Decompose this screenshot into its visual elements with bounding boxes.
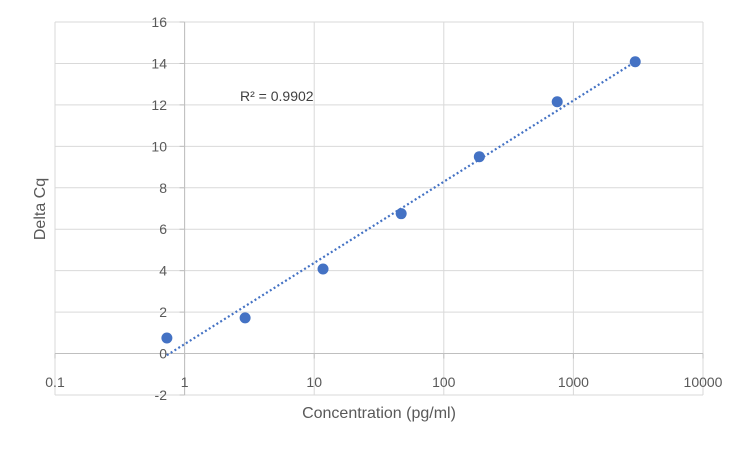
data-point [239, 312, 251, 324]
y-tick-label: 2 [159, 304, 167, 320]
data-point [395, 208, 407, 220]
data-point [629, 56, 641, 68]
gridlines [54, 21, 704, 396]
y-tick-labels: -2 0 2 4 6 8 10 12 14 16 [151, 14, 167, 403]
y-tick-label: 14 [151, 55, 167, 71]
x-tick-label: 0.1 [45, 374, 65, 390]
y-tick-label: -2 [155, 387, 168, 403]
data-points [161, 56, 641, 344]
x-tick-label: 100 [432, 374, 456, 390]
r-squared-annotation: R² = 0.9902 [240, 88, 314, 104]
y-tick-label: 16 [151, 14, 167, 30]
y-tick-label: 4 [159, 263, 167, 279]
x-tick-label: 1000 [558, 374, 589, 390]
y-axis-title: Delta Cq [32, 178, 49, 240]
y-tick-label: 10 [151, 138, 167, 154]
axes [54, 21, 704, 396]
x-tick-label: 10 [306, 374, 322, 390]
y-tick-label: 8 [159, 180, 167, 196]
y-tick-label: 0 [159, 346, 167, 362]
x-tick-label: 1 [181, 374, 189, 390]
data-point [317, 263, 329, 275]
x-tick-label: 10000 [684, 374, 723, 390]
data-point [161, 332, 173, 344]
y-tick-label: 6 [159, 221, 167, 237]
data-point [473, 151, 485, 163]
x-axis-title: Concentration (pg/ml) [302, 405, 456, 422]
x-tick-labels: 0.1 1 10 100 1000 10000 [45, 374, 722, 390]
y-tick-label: 12 [151, 97, 167, 113]
data-point [551, 96, 563, 108]
